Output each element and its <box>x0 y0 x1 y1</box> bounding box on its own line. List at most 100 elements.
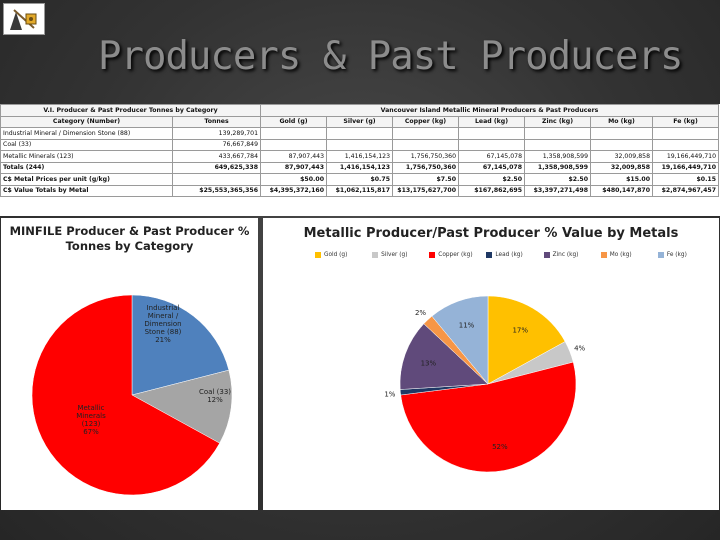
table-cell: 32,009,858 <box>590 161 654 174</box>
data-table-container: V.I. Producer & Past Producer Tonnes by … <box>0 104 720 216</box>
table-cell: $13,175,627,700 <box>392 184 460 197</box>
table-cell: $15.00 <box>590 173 654 186</box>
table-cell: 19,166,449,710 <box>652 161 720 174</box>
table-cell: C$ Value Totals by Metal <box>0 184 173 197</box>
column-header: Category (Number) <box>0 115 173 128</box>
table-cell <box>590 138 654 151</box>
table-cell: 1,416,154,123 <box>326 161 394 174</box>
table-row: Industrial Mineral / Dimension Stone (88… <box>0 127 720 140</box>
table-cell: Totals (244) <box>0 161 173 174</box>
legend-item: Copper (kg) <box>429 252 482 258</box>
pie-slice <box>131 294 230 396</box>
right-group-header: Vancouver Island Metallic Mineral Produc… <box>260 104 720 117</box>
data-label: Coal (33) 12% <box>199 388 231 404</box>
table-cell: $0.75 <box>326 173 394 186</box>
table-cell <box>326 138 394 151</box>
table-cell <box>652 127 720 140</box>
column-header: Silver (g) <box>326 115 394 128</box>
data-label: 2% <box>415 309 426 317</box>
data-label: 13% <box>421 360 437 368</box>
table-cell: $3,397,271,498 <box>524 184 592 197</box>
value-pie-chart: 17% 4% 52% 1% 13% 2% 11% <box>384 295 586 473</box>
legend-label: Gold (g) <box>324 252 348 258</box>
value-chart-title: Metallic Producer/Past Producer % Value … <box>303 226 679 241</box>
legend-label: Fe (kg) <box>666 252 687 258</box>
column-header: Mo (kg) <box>590 115 654 128</box>
table-cell <box>260 138 328 151</box>
table-row: Metallic Minerals (123) 433,667,784 87,907… <box>0 150 720 163</box>
table-cell: $1,062,115,817 <box>326 184 394 197</box>
table-cell <box>260 127 328 140</box>
table-cell: 76,667,849 <box>171 138 262 151</box>
legend-label: Zinc (kg) <box>552 252 579 258</box>
pie-slice <box>431 295 489 385</box>
table-cell: $2.50 <box>524 173 592 186</box>
legend-swatch <box>543 252 550 258</box>
column-header: Fe (kg) <box>652 115 720 128</box>
table-row: Totals (244) 649,625,338 87,907,443 1,416,1… <box>0 161 720 174</box>
table-cell: $167,862,695 <box>458 184 526 197</box>
data-label: Industrial Mineral / Dimension Stone (88) 21… <box>144 304 181 344</box>
table-cell: 649,625,338 <box>171 161 262 174</box>
table-row: C$ Value Totals by Metal $25,553,365,356 $… <box>0 184 720 197</box>
table-cell <box>458 127 526 140</box>
table-cell: $480,147,870 <box>590 184 654 197</box>
table-cell: $7.50 <box>392 173 460 186</box>
tonnes-chart-title: MINFILE Producer & Past Producer % Tonne… <box>9 224 250 253</box>
table-cell <box>326 127 394 140</box>
data-label: 17% <box>512 326 528 334</box>
table-cell: 67,145,078 <box>458 161 526 174</box>
table-cell: 139,289,701 <box>171 127 262 140</box>
table-cell: C$ Metal Prices per unit (g/kg) <box>0 173 173 186</box>
column-header: Zinc (kg) <box>524 115 592 128</box>
legend-item: Fe (kg) <box>657 252 711 258</box>
pie-slice <box>31 294 220 496</box>
value-chart-legend: Gold (g) Silver (g) Copper (kg) Lead (kg) Zi… <box>315 252 711 258</box>
minerals-table: V.I. Producer & Past Producer Tonnes by … <box>0 104 720 197</box>
table-cell: 1,358,908,599 <box>524 150 592 163</box>
legend-swatch <box>657 252 664 258</box>
table-cell: 1,358,908,599 <box>524 161 592 174</box>
pie-slice <box>399 323 489 390</box>
legend-label: Copper (kg) <box>438 252 473 258</box>
table-cell: Metallic Minerals (123) <box>0 150 173 163</box>
table-cell: 87,907,443 <box>260 150 328 163</box>
table-row: C$ Metal Prices per unit (g/kg) $50.00 $0.… <box>0 173 720 186</box>
table-cell <box>392 127 460 140</box>
legend-swatch <box>372 252 379 258</box>
table-cell: 87,907,443 <box>260 161 328 174</box>
tonnes-pie-chart: Industrial Mineral / Dimension Stone (88) 21… <box>31 294 233 496</box>
table-cell <box>458 138 526 151</box>
data-label: 52% <box>492 443 508 451</box>
table-cell: 1,416,154,123 <box>326 150 394 163</box>
tonnes-chart-panel: MINFILE Producer & Past Producer % Tonne… <box>1 218 258 510</box>
legend-item: Gold (g) <box>315 252 368 258</box>
data-label: 4% <box>574 345 585 353</box>
legend-swatch <box>600 252 607 258</box>
table-cell: 19,166,449,710 <box>652 150 720 163</box>
value-chart-panel: Metallic Producer/Past Producer % Value … <box>263 218 719 510</box>
data-label: 11% <box>459 321 475 329</box>
logo-image <box>3 3 45 35</box>
legend-item: Lead (kg) <box>486 252 539 258</box>
table-cell <box>590 127 654 140</box>
data-label: 1% <box>384 390 395 398</box>
table-cell: 433,667,784 <box>171 150 262 163</box>
column-header-row: Category (Number) Tonnes Gold (g) Silver… <box>0 115 720 128</box>
table-cell: $25,553,365,356 <box>171 184 262 197</box>
table-cell: 67,145,078 <box>458 150 526 163</box>
table-cell: 32,009,858 <box>590 150 654 163</box>
legend-label: Silver (g) <box>381 252 408 258</box>
column-header: Lead (kg) <box>458 115 526 128</box>
legend-swatch <box>315 252 321 258</box>
table-cell: $0.15 <box>652 173 720 186</box>
legend-label: Mo (kg) <box>609 252 632 258</box>
legend-item: Silver (g) <box>372 252 425 258</box>
table-row: Coal (33) 76,667,849 <box>0 138 720 151</box>
column-header: Copper (kg) <box>392 115 460 128</box>
table-cell <box>524 127 592 140</box>
left-group-header: V.I. Producer & Past Producer Tonnes by … <box>0 104 262 117</box>
table-cell: Industrial Mineral / Dimension Stone (88… <box>0 127 173 140</box>
table-cell <box>392 138 460 151</box>
column-header: Tonnes <box>171 115 262 128</box>
